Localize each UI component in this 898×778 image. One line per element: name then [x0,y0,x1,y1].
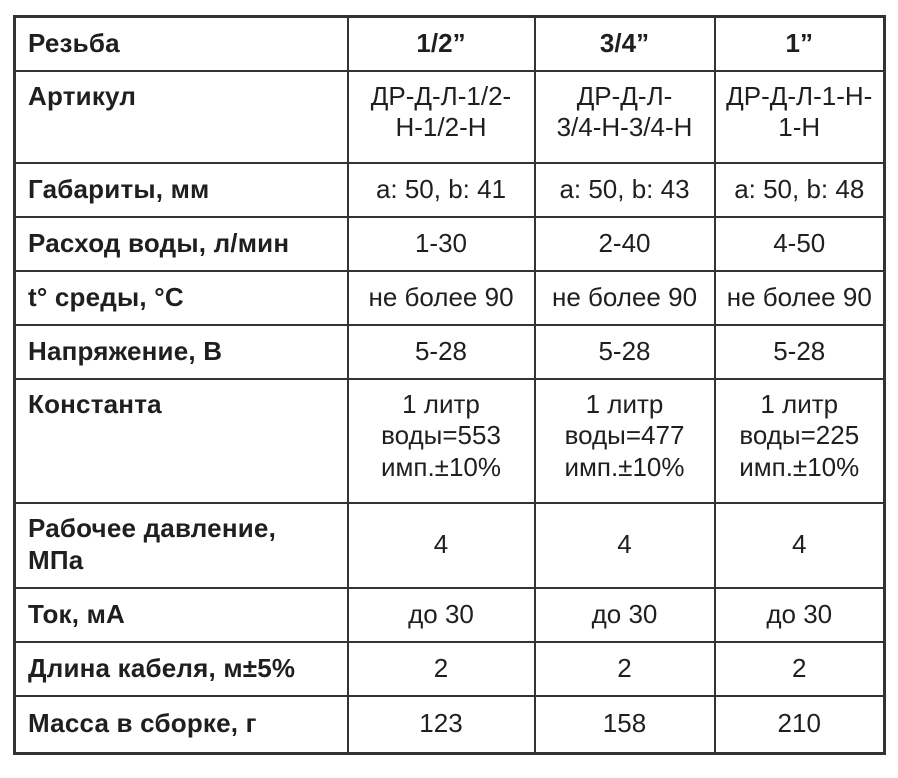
row-label: Масса в сборке, г [13,694,349,755]
cell-value: ДР-Д-Л- 3/4-Н-3/4-Н [533,69,716,164]
cell-value: 2 [346,640,536,697]
cell-value: a: 50, b: 43 [533,161,716,218]
cell-value: 5-28 [346,323,536,380]
row-label: Ток, мА [13,586,349,643]
cell-value: 2 [533,640,716,697]
cell-value: 1 литр воды=477 имп.±10% [533,377,716,504]
cell-value: 158 [533,694,716,755]
cell-value: 1-30 [346,215,536,272]
cell-value: 4 [533,501,716,589]
table-row: Ток, мА до 30 до 30 до 30 [13,586,886,643]
cell-value: до 30 [713,586,886,643]
cell-value: 4 [346,501,536,589]
cell-value: не более 90 [713,269,886,326]
row-label: Артикул [13,69,349,164]
cell-value: до 30 [346,586,536,643]
cell-value: a: 50, b: 48 [713,161,886,218]
row-label: Константа [13,377,349,504]
cell-value: не более 90 [533,269,716,326]
cell-value: 1 литр воды=225 имп.±10% [713,377,886,504]
table-row: Напряжение, В 5-28 5-28 5-28 [13,323,886,380]
table-row: Длина кабеля, м±5% 2 2 2 [13,640,886,697]
table-row: Рабочее давление, МПа 4 4 4 [13,501,886,589]
row-label: Резьба [13,15,349,72]
cell-value: 123 [346,694,536,755]
row-label: Длина кабеля, м±5% [13,640,349,697]
cell-value: 4-50 [713,215,886,272]
table-row: Габариты, мм a: 50, b: 41 a: 50, b: 43 a: 5… [13,161,886,218]
cell-value: 1” [713,15,886,72]
cell-value: 4 [713,501,886,589]
cell-value: ДР-Д-Л-1/2- Н-1/2-Н [346,69,536,164]
cell-value: 210 [713,694,886,755]
cell-value: до 30 [533,586,716,643]
row-label: t° среды, °С [13,269,349,326]
cell-value: 5-28 [533,323,716,380]
table-row: t° среды, °С не более 90 не более 90 не бол… [13,269,886,326]
cell-value: 3/4” [533,15,716,72]
row-label: Рабочее давление, МПа [13,501,349,589]
cell-value: не более 90 [346,269,536,326]
cell-value: 2 [713,640,886,697]
cell-value: 2-40 [533,215,716,272]
cell-value: ДР-Д-Л-1-Н- 1-Н [713,69,886,164]
row-label: Габариты, мм [13,161,349,218]
cell-value: a: 50, b: 41 [346,161,536,218]
row-label: Расход воды, л/мин [13,215,349,272]
cell-value: 5-28 [713,323,886,380]
row-label: Напряжение, В [13,323,349,380]
cell-value: 1 литр воды=553 имп.±10% [346,377,536,504]
cell-value: 1/2” [346,15,536,72]
table-row: Константа 1 литр воды=553 имп.±10% 1 литр … [13,377,886,504]
table-row: Артикул ДР-Д-Л-1/2- Н-1/2-Н ДР-Д-Л- 3/4-Н-… [13,69,886,164]
table-row: Масса в сборке, г 123 158 210 [13,694,886,755]
table-row: Расход воды, л/мин 1-30 2-40 4-50 [13,215,886,272]
table-row: Резьба 1/2” 3/4” 1” [13,15,886,72]
specs-table: Резьба 1/2” 3/4” 1” Артикул ДР-Д-Л-1/2- Н-1/2… [13,15,886,755]
